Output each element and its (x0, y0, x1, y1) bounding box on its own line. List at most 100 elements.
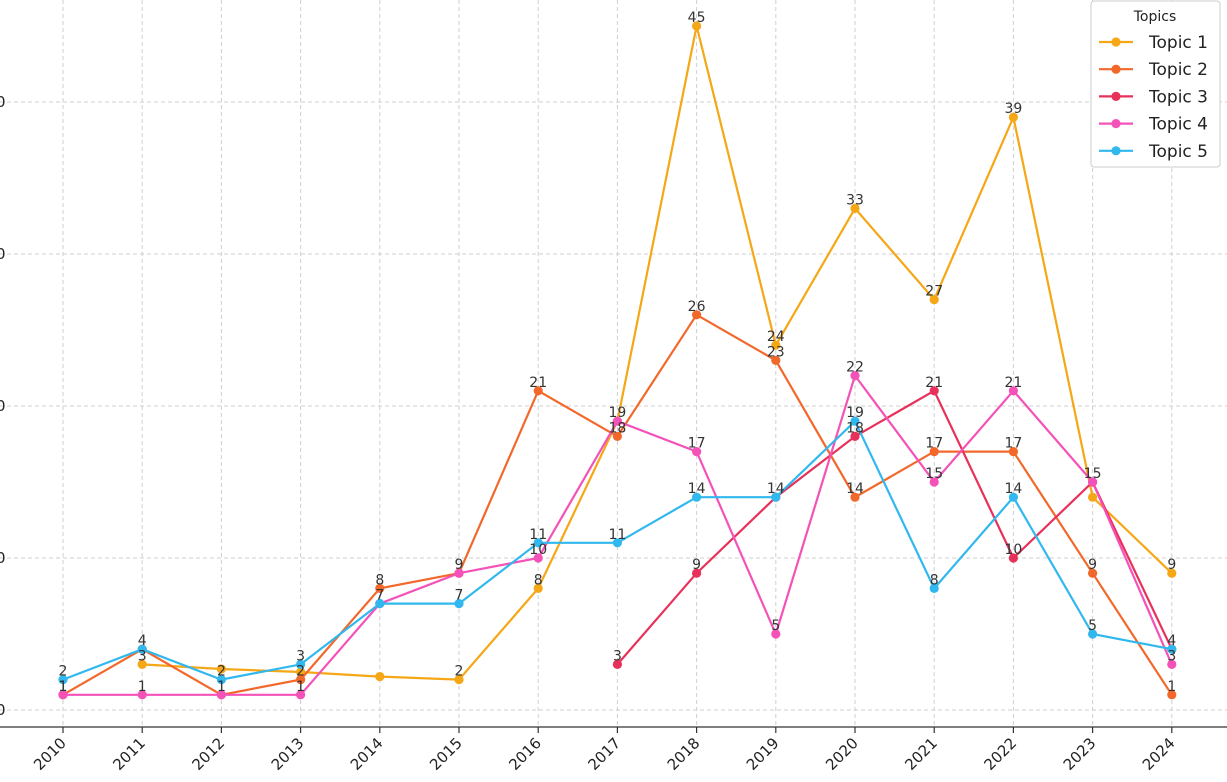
data-label: 18 (846, 420, 864, 436)
legend: Topics Topic 1 Topic 2 Topic 3 Topic 4 Topic… (1090, 0, 1221, 168)
data-label: 14 (1004, 481, 1022, 497)
data-point (137, 659, 147, 670)
data-label: 1 (296, 679, 305, 695)
data-label: 9 (1088, 557, 1097, 573)
legend-marker (1111, 64, 1121, 74)
data-point (771, 492, 781, 502)
legend-marker (1111, 146, 1121, 156)
data-label: 19 (608, 405, 626, 421)
data-point (771, 629, 781, 639)
data-point (612, 416, 623, 426)
series-line (616, 389, 1173, 666)
x-tick-label: 2015 (426, 734, 466, 774)
data-label: 27 (925, 284, 943, 300)
data-point (296, 659, 306, 670)
data-point (375, 599, 385, 609)
data-point (1167, 644, 1177, 654)
data-label: 1 (59, 679, 68, 695)
data-point (850, 371, 860, 381)
data-point (533, 553, 543, 563)
data-point (1008, 447, 1019, 457)
x-tick-label: 2020 (822, 734, 862, 774)
data-label: 9 (692, 557, 701, 573)
data-label: 14 (767, 481, 785, 497)
x-tick-label: 2011 (109, 734, 149, 774)
x-tick-label: 2016 (505, 734, 545, 774)
data-point (296, 667, 306, 677)
data-label: 23 (767, 344, 785, 360)
y-tick-label: 0 (0, 549, 6, 567)
data-label: 14 (846, 481, 864, 497)
data-point (375, 671, 385, 682)
data-point (929, 583, 939, 594)
data-label: 33 (846, 192, 864, 208)
data-label: 9 (455, 557, 464, 573)
x-tick-label: 2022 (980, 734, 1020, 774)
series-line (142, 25, 1173, 681)
legend-title: Topics (1133, 9, 1177, 25)
data-point (1008, 492, 1019, 502)
data-point (1008, 386, 1019, 396)
data-point (1088, 568, 1098, 578)
data-point (533, 583, 543, 594)
data-point (1088, 492, 1098, 502)
data-point (612, 431, 623, 441)
data-point (850, 492, 860, 502)
x-tick-label: 2024 (1139, 734, 1179, 774)
data-point (375, 583, 385, 594)
data-point (1088, 477, 1098, 487)
x-tick-label: 2021 (901, 734, 941, 774)
data-point (1008, 112, 1019, 122)
data-label: 2 (59, 664, 68, 680)
data-label: 1 (1167, 679, 1176, 695)
data-point (850, 416, 860, 426)
data-point (929, 447, 939, 457)
data-point (216, 675, 226, 685)
data-label: 21 (1004, 375, 1022, 391)
data-point (58, 675, 68, 685)
data-label: 45 (688, 10, 706, 26)
data-label: 1 (217, 679, 226, 695)
data-label: 1 (59, 679, 68, 695)
x-tick-label: 2023 (1060, 734, 1100, 774)
data-label: 26 (688, 299, 706, 315)
data-label: 11 (608, 527, 626, 543)
data-label: 39 (1004, 101, 1022, 117)
data-label: 14 (688, 481, 706, 497)
y-tick-label: 0 (0, 245, 6, 263)
data-label: 21 (925, 375, 943, 391)
data-point (692, 21, 702, 31)
y-tick-label: 0 (0, 93, 6, 111)
data-point (137, 644, 147, 654)
data-label: 17 (925, 436, 943, 452)
data-label: 10 (1004, 542, 1022, 558)
data-point (692, 447, 702, 457)
data-point (850, 203, 860, 213)
data-label: 4 (138, 633, 147, 649)
data-point (137, 690, 147, 700)
series (58, 21, 1177, 700)
legend-label: Topic 3 (1148, 87, 1208, 107)
data-label: 17 (1004, 436, 1022, 452)
grid (0, 0, 1227, 733)
data-point (929, 295, 939, 305)
data-label: 17 (688, 436, 706, 452)
data-label: 8 (930, 572, 939, 588)
data-point (216, 664, 226, 674)
data-label: 15 (1084, 466, 1102, 482)
data-label: 7 (375, 588, 384, 604)
data-point (929, 386, 939, 396)
data-point (612, 659, 623, 670)
legend-marker (1111, 119, 1121, 129)
legend-marker (1111, 91, 1121, 101)
data-point (612, 538, 623, 548)
data-label: 15 (925, 466, 943, 482)
x-tick-label: 2014 (347, 734, 387, 774)
y-tick-label: 0 (0, 701, 6, 719)
data-label: 1 (138, 679, 147, 695)
legend-label: Topic 1 (1148, 33, 1208, 53)
data-point (533, 386, 543, 396)
data-point (692, 310, 702, 320)
data-label: 3 (613, 648, 622, 664)
